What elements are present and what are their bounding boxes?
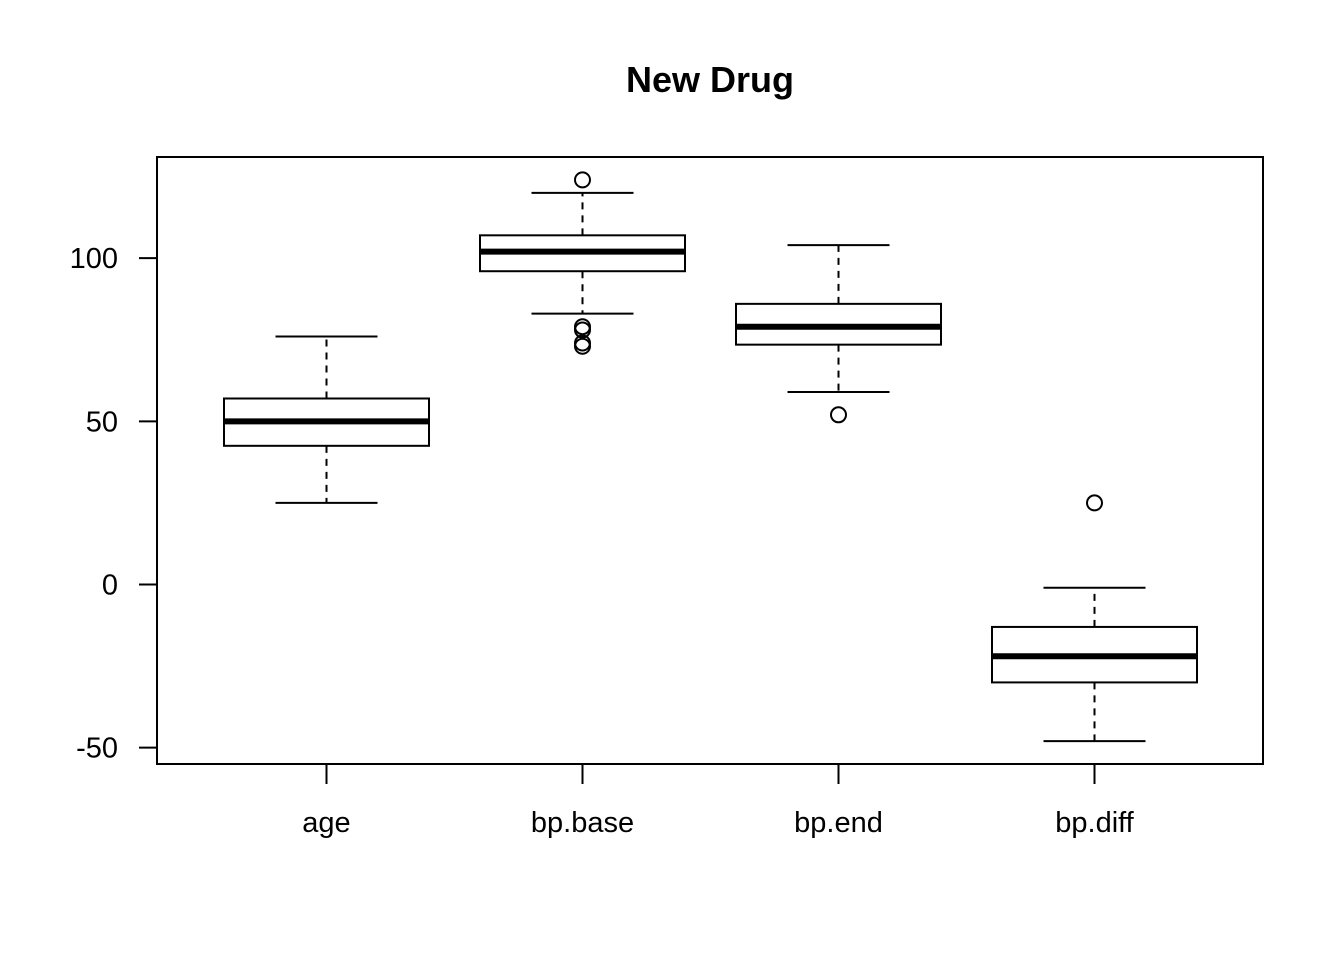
box-bp-end bbox=[735, 244, 942, 424]
y-tick-label: 50 bbox=[86, 406, 118, 438]
y-tick-label: 100 bbox=[70, 243, 118, 275]
box-series bbox=[223, 171, 1198, 743]
x-axis: age bp.base bp.end bp.diff bbox=[302, 764, 1135, 839]
outlier-point bbox=[1086, 494, 1103, 512]
outlier-point bbox=[830, 406, 847, 424]
outlier-point bbox=[574, 337, 591, 355]
outlier-point bbox=[574, 171, 591, 189]
box-age bbox=[223, 335, 430, 504]
chart-title: New Drug bbox=[626, 59, 794, 100]
box-bp-base bbox=[479, 171, 686, 355]
x-tick-label: bp.end bbox=[794, 807, 883, 839]
x-tick-label: bp.diff bbox=[1055, 807, 1134, 839]
x-tick-label: age bbox=[302, 807, 350, 839]
x-tick-label: bp.base bbox=[531, 807, 634, 839]
y-tick-label: -50 bbox=[76, 733, 118, 765]
box-bp-diff bbox=[991, 494, 1198, 743]
outlier-point bbox=[574, 318, 591, 336]
plot-frame bbox=[156, 156, 1264, 765]
outlier-point bbox=[574, 321, 591, 339]
y-tick-label: 0 bbox=[102, 570, 118, 602]
y-axis: -50 0 50 100 bbox=[70, 243, 157, 765]
